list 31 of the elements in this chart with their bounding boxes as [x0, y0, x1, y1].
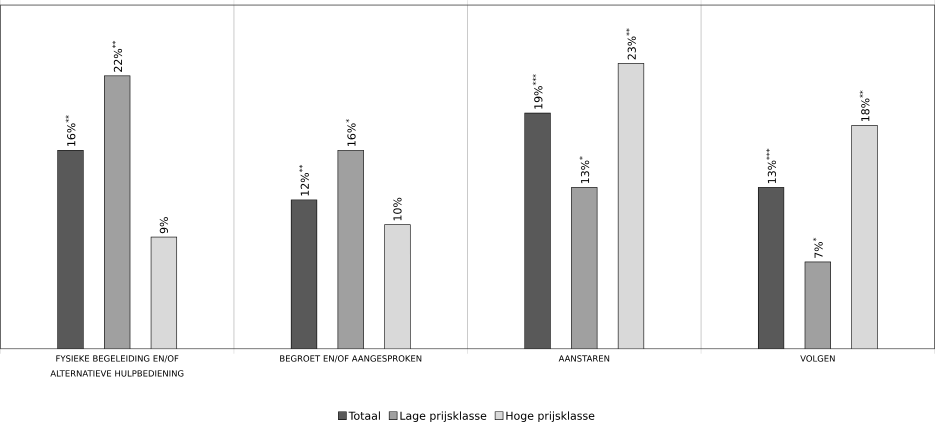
data-label: 7%$^{*}$ — [812, 238, 823, 258]
bar — [384, 224, 411, 349]
data-label: 23%$^{**}$ — [626, 28, 636, 60]
bar — [618, 63, 644, 349]
data-label: 22%$^{**}$ — [112, 40, 122, 72]
bar — [571, 187, 598, 349]
x-tick-label: FYSIEKE BEGELEIDING EN/OF ALTERNATIEVE HULPBEDIENING — [50, 355, 184, 377]
x-tick-label: VOLGEN — [800, 355, 835, 362]
bar — [104, 76, 130, 349]
legend-label: Lage prijsklasse — [400, 412, 486, 422]
bar — [57, 150, 84, 349]
bar — [524, 112, 551, 349]
bar — [758, 187, 784, 349]
bar — [290, 200, 318, 349]
bar — [851, 125, 878, 349]
data-label: 9% — [160, 217, 168, 234]
data-label: 10% — [393, 198, 402, 220]
legend-label: Hoge prijsklasse — [506, 412, 594, 422]
data-label: 16%$^{*}$ — [346, 119, 356, 146]
x-tick-label: BEGROET EN/OF AANGESPROKEN — [280, 355, 422, 362]
bar — [338, 150, 364, 349]
legend-label: Totaal — [348, 412, 380, 420]
data-label: 13%$^{***}$ — [766, 148, 776, 184]
bar — [804, 262, 831, 349]
data-label: 18%$^{**}$ — [860, 90, 870, 122]
x-tick-label: AANSTAREN — [558, 355, 610, 362]
data-label: 16%$^{**}$ — [66, 115, 76, 146]
bar — [150, 236, 178, 349]
data-label: 12%$^{**}$ — [299, 165, 309, 196]
data-label: 13%$^{*}$ — [579, 156, 590, 184]
data-label: 19%$^{***}$ — [532, 74, 542, 109]
